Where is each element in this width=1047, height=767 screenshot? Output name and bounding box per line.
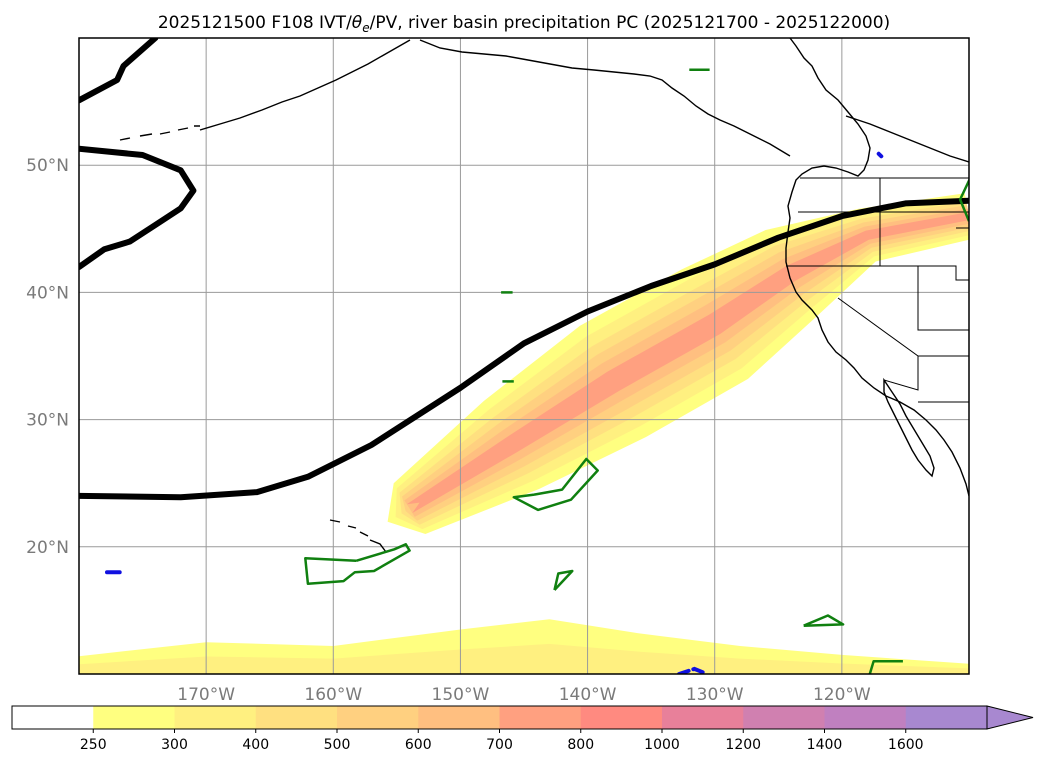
coastlines-and-borders: [119, 38, 969, 553]
map-frame: [78, 37, 970, 675]
colorbar-segment: [174, 706, 257, 729]
colorbar-tick-label: 500: [324, 737, 351, 753]
colorbar-segment: [499, 706, 582, 729]
theta-e-line-low-center-outline: [79, 145, 197, 270]
x-tick-label: 130°W: [686, 685, 744, 705]
coastline-aleutians: [119, 125, 200, 141]
colorbar-segment: [255, 706, 338, 729]
chart-title: 2025121500 F108 IVT/θe/PV, river basin p…: [158, 13, 890, 35]
colorbar-tick-label: 300: [161, 737, 188, 753]
colorbar-segment: [418, 706, 500, 729]
coastline-canada-north: [845, 115, 969, 163]
pv-contour-blue: [677, 666, 710, 674]
ivt-southern-band-inner: [79, 643, 969, 674]
colorbar-tick-label: 800: [567, 737, 594, 753]
pv-contour-green: [304, 543, 411, 585]
colorbar-tick-label: 250: [80, 737, 107, 753]
state-borders: [786, 177, 969, 403]
y-tick-label: 20°N: [26, 538, 69, 558]
colorbar-segment: [12, 706, 94, 729]
ivt-filled-contours: [79, 193, 969, 674]
pv-contour-green: [803, 614, 845, 627]
pv-contour-green: [512, 457, 599, 512]
pv-contour-green: [553, 569, 574, 591]
colorbar-extend-arrow: [986, 705, 1034, 730]
map-gridlines: [79, 38, 969, 674]
y-tick-label: 50°N: [26, 156, 69, 176]
x-tick-label: 120°W: [813, 685, 871, 705]
x-tick-label: 170°W: [177, 685, 235, 705]
ivt-band-700: [406, 212, 969, 513]
x-tick-label: 160°W: [304, 685, 362, 705]
colorbar-tick-label: 1000: [644, 737, 680, 753]
chart-title-prefix: 2025121500 F108 IVT/: [158, 13, 352, 33]
colorbar-segment: [337, 706, 419, 729]
colorbar: 250 300 400 500 600 700 800 1000 1200 1400 1600: [11, 705, 1034, 753]
chart-title-suffix: /PV, river basin precipitation PC (20251…: [370, 13, 891, 33]
y-tick-label: 30°N: [26, 411, 69, 431]
colorbar-tick-label: 1200: [725, 737, 761, 753]
chart-title-theta-sub: e: [362, 21, 369, 35]
pv-contour-blue: [876, 151, 884, 159]
colorbar-segment: [743, 706, 825, 729]
colorbar-tick-label: 1400: [807, 737, 843, 753]
theta-e-line-points: [79, 197, 969, 501]
coastline-hawaii: [329, 519, 387, 553]
colorbar-segment: [662, 706, 744, 729]
colorbar-tick-label: 400: [242, 737, 269, 753]
x-tick-label: 150°W: [432, 685, 490, 705]
pv-contour-green: [868, 660, 903, 674]
coastline-north-america: [785, 38, 969, 497]
map-layer: [79, 38, 969, 674]
map-background: [79, 38, 969, 674]
pv-contours: [105, 68, 969, 674]
y-tick-labels: 20°N 30°N 40°N 50°N: [26, 156, 69, 558]
colorbar-tick-label: 600: [405, 737, 432, 753]
colorbar-segment: [905, 706, 988, 729]
x-tick-label: 140°W: [559, 685, 617, 705]
coastline-baja: [883, 377, 935, 478]
colorbar-tick-label: 700: [486, 737, 513, 753]
theta-e-line-upper-arc: [79, 38, 159, 104]
colorbar-tick-label: 1600: [888, 737, 924, 753]
ivt-band-600: [404, 208, 969, 517]
x-tick-labels: 170°W 160°W 150°W 140°W 130°W 120°W: [177, 685, 871, 705]
colorbar-segment: [93, 706, 175, 729]
chart-title-theta: θ: [352, 13, 363, 33]
colorbar-segment: [580, 706, 663, 729]
theta-e-contours: [79, 38, 969, 501]
pv-contour-green: [958, 177, 969, 222]
y-tick-label: 40°N: [26, 283, 69, 303]
colorbar-segment: [824, 706, 907, 729]
coastline-alaska: [199, 39, 791, 157]
